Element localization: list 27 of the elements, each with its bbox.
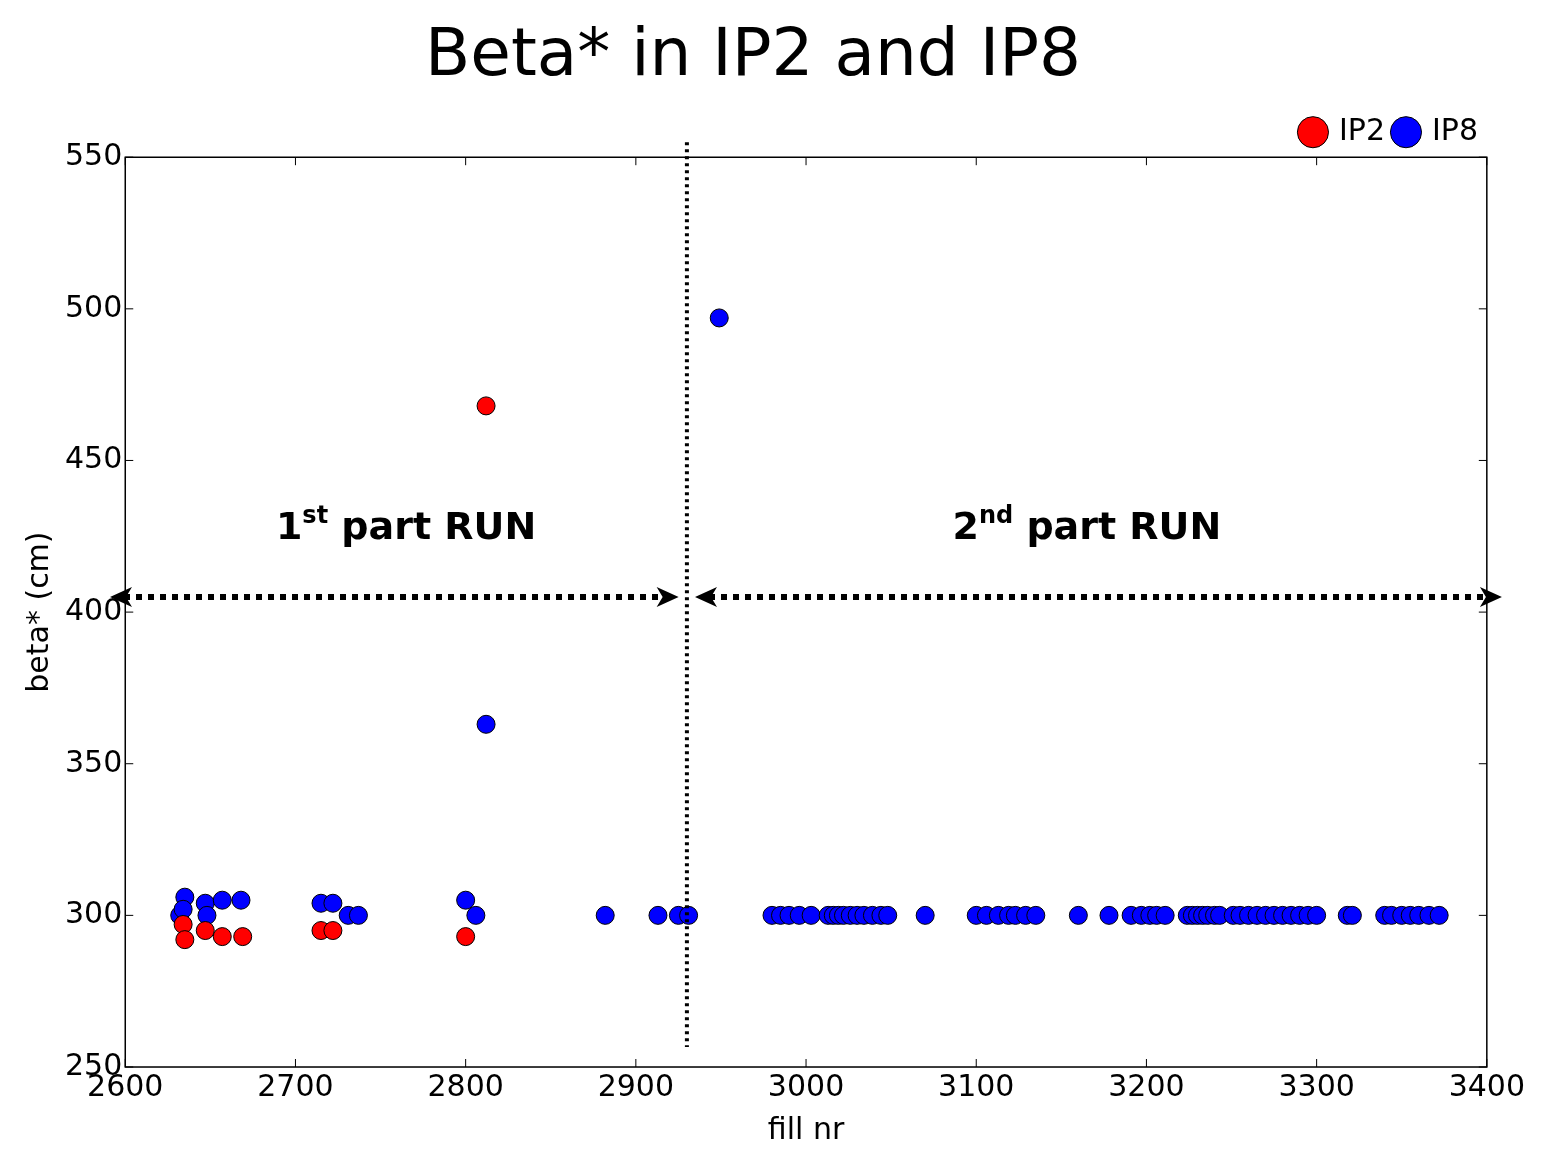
point [195, 921, 215, 941]
point [476, 396, 496, 416]
point [323, 921, 343, 941]
y-tick-label: 400 [65, 591, 123, 627]
y-tick-label: 550 [65, 137, 123, 172]
x-tick-label: 2800 [427, 1067, 504, 1103]
point [212, 927, 232, 947]
point [173, 914, 193, 934]
y-tick-label: 450 [65, 440, 123, 476]
legend-label: IP8 [1431, 112, 1479, 147]
x-tick-label: 2700 [257, 1067, 334, 1103]
point [175, 930, 195, 950]
y-axis-title: beta* (cm) [19, 531, 55, 693]
legend-label: IP2 [1338, 112, 1385, 147]
x-tick-label: 3100 [938, 1067, 1015, 1103]
x-tick-label: 3400 [1448, 1067, 1526, 1103]
point [456, 927, 476, 947]
x-tick-label: 3300 [1278, 1067, 1355, 1103]
y-tick-label: 500 [65, 288, 123, 324]
x-axis-title: fill nr [767, 1110, 845, 1146]
x-tick-label: 2900 [597, 1067, 675, 1103]
y-tick-label: 350 [65, 743, 123, 779]
x-tick-label: 3000 [767, 1067, 845, 1103]
point [233, 927, 253, 947]
x-tick-label: 3200 [1108, 1067, 1185, 1103]
chart-title: Beta* in IP2 and IP8 [425, 13, 1081, 91]
y-tick-label: 300 [65, 895, 123, 931]
